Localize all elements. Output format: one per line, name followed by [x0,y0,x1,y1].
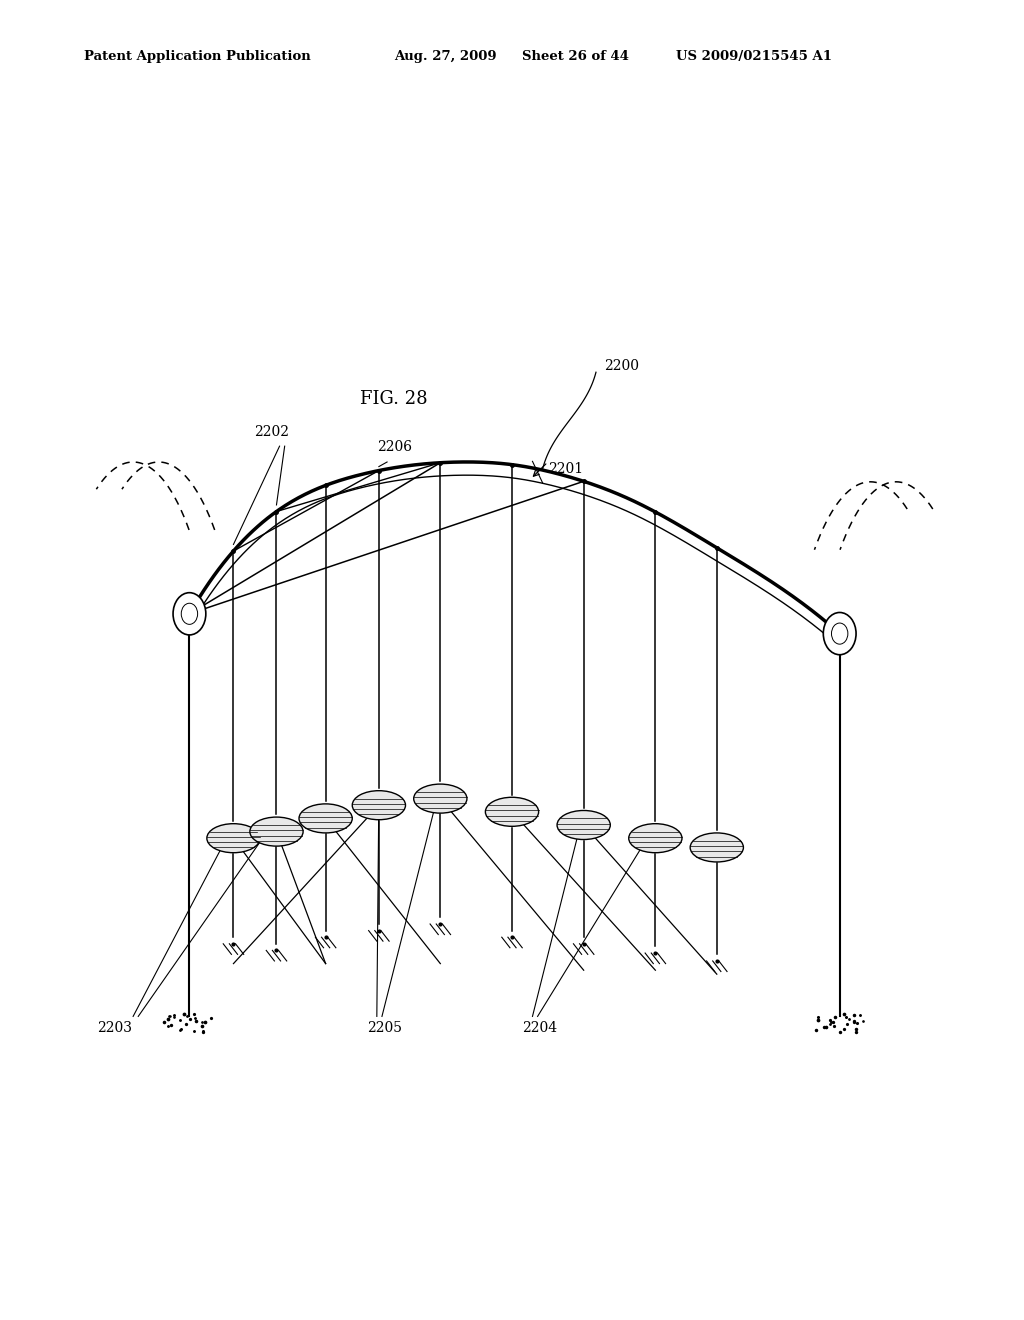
Circle shape [173,593,206,635]
Text: 2205: 2205 [367,1022,401,1035]
Text: 2201: 2201 [548,462,583,475]
Text: Patent Application Publication: Patent Application Publication [84,50,310,63]
Text: Sheet 26 of 44: Sheet 26 of 44 [522,50,629,63]
Ellipse shape [414,784,467,813]
Ellipse shape [207,824,260,853]
Text: 2206: 2206 [377,441,412,454]
Text: Aug. 27, 2009: Aug. 27, 2009 [394,50,497,63]
Ellipse shape [299,804,352,833]
Ellipse shape [485,797,539,826]
Ellipse shape [629,824,682,853]
Text: FIG. 28: FIG. 28 [360,389,428,408]
Ellipse shape [557,810,610,840]
Text: 2200: 2200 [604,359,639,372]
Ellipse shape [352,791,406,820]
Text: 2203: 2203 [97,1022,132,1035]
Text: US 2009/0215545 A1: US 2009/0215545 A1 [676,50,831,63]
Ellipse shape [690,833,743,862]
Text: 2204: 2204 [522,1022,557,1035]
Ellipse shape [250,817,303,846]
Text: 2202: 2202 [254,425,289,438]
Circle shape [823,612,856,655]
